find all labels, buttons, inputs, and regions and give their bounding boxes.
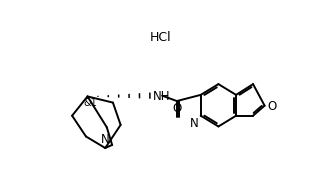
Text: O: O [268, 100, 277, 113]
Text: HCl: HCl [150, 31, 171, 44]
Text: &1: &1 [83, 98, 97, 108]
Text: O: O [172, 102, 181, 115]
Text: N: N [101, 133, 110, 146]
Text: N: N [190, 117, 198, 130]
Text: NH: NH [153, 90, 170, 103]
